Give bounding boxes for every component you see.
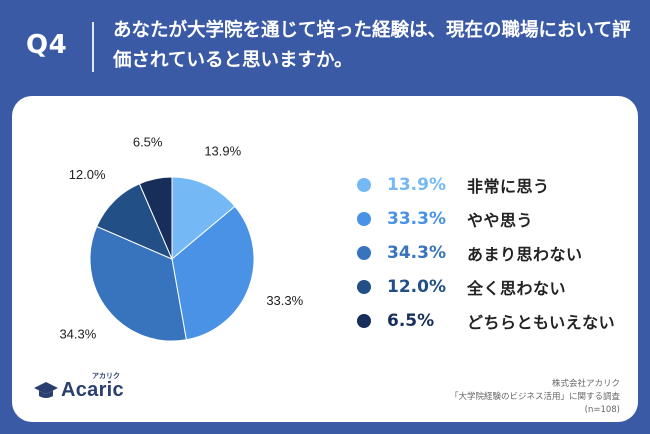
graduation-cap-icon: [34, 382, 58, 398]
legend-swatch: [357, 314, 371, 328]
legend-swatch: [357, 212, 371, 226]
source-note: 株式会社アカリク 「大学院経験のビジネス活用」に関する調査 (n=108): [450, 378, 620, 417]
logo-text: Acaric: [61, 378, 124, 401]
slice-label: 6.5%: [133, 134, 163, 149]
slice-label: 34.3%: [59, 326, 96, 341]
acaric-logo: Acaric アカリク: [34, 372, 124, 406]
chart-card: 13.9% 33.3% 34.3% 12.0% 6.5% 13.9% 非常に思う 33.3%…: [12, 96, 638, 422]
legend-swatch: [357, 246, 371, 260]
header: Q4 あなたが大学院を通じて培った経験は、現在の職場において評価されていると思い…: [0, 0, 650, 92]
pie-slice: [138, 176, 173, 260]
chart-legend: 13.9% 非常に思う 33.3% やや思う 34.3% あまり思わない 12.0% 全く思わ…: [357, 168, 627, 338]
legend-swatch: [357, 178, 371, 192]
source-company: 株式会社アカリク: [551, 379, 620, 389]
legend-item: 6.5% どちらともいえない: [357, 304, 627, 338]
legend-item: 33.3% やや思う: [357, 202, 627, 236]
legend-item: 34.3% あまり思わない: [357, 236, 627, 270]
legend-swatch: [357, 280, 371, 294]
legend-item: 13.9% 非常に思う: [357, 168, 627, 202]
legend-label: やや思う: [467, 211, 534, 230]
pie-chart: 13.9% 33.3% 34.3% 12.0% 6.5%: [59, 134, 304, 342]
legend-label: 非常に思う: [467, 177, 550, 196]
legend-label: 全く思わない: [467, 279, 567, 298]
legend-value: 13.9%: [387, 175, 446, 195]
source-sample-size: (n=108): [584, 405, 620, 415]
legend-value: 33.3%: [387, 209, 446, 229]
slice-label: 33.3%: [266, 293, 303, 308]
slice-label: 12.0%: [69, 167, 106, 182]
pie-slice: [171, 176, 236, 261]
legend-label: あまり思わない: [467, 245, 583, 264]
legend-label: どちらともいえない: [467, 313, 616, 332]
question-number: Q4: [26, 30, 68, 60]
legend-value: 34.3%: [387, 243, 446, 263]
legend-value: 12.0%: [387, 277, 446, 297]
slice-label: 13.9%: [204, 143, 241, 158]
source-survey: 「大学院経験のビジネス活用」に関する調査: [449, 392, 620, 402]
logo-kana: アカリク: [92, 372, 120, 380]
header-divider: [92, 22, 94, 72]
question-text: あなたが大学院を通じて培った経験は、現在の職場において評価されていると思いますか…: [113, 20, 631, 71]
pie-slice: [96, 183, 173, 260]
legend-value: 6.5%: [387, 311, 435, 331]
pie-slice: [171, 205, 255, 341]
legend-item: 12.0% 全く思わない: [357, 270, 627, 304]
